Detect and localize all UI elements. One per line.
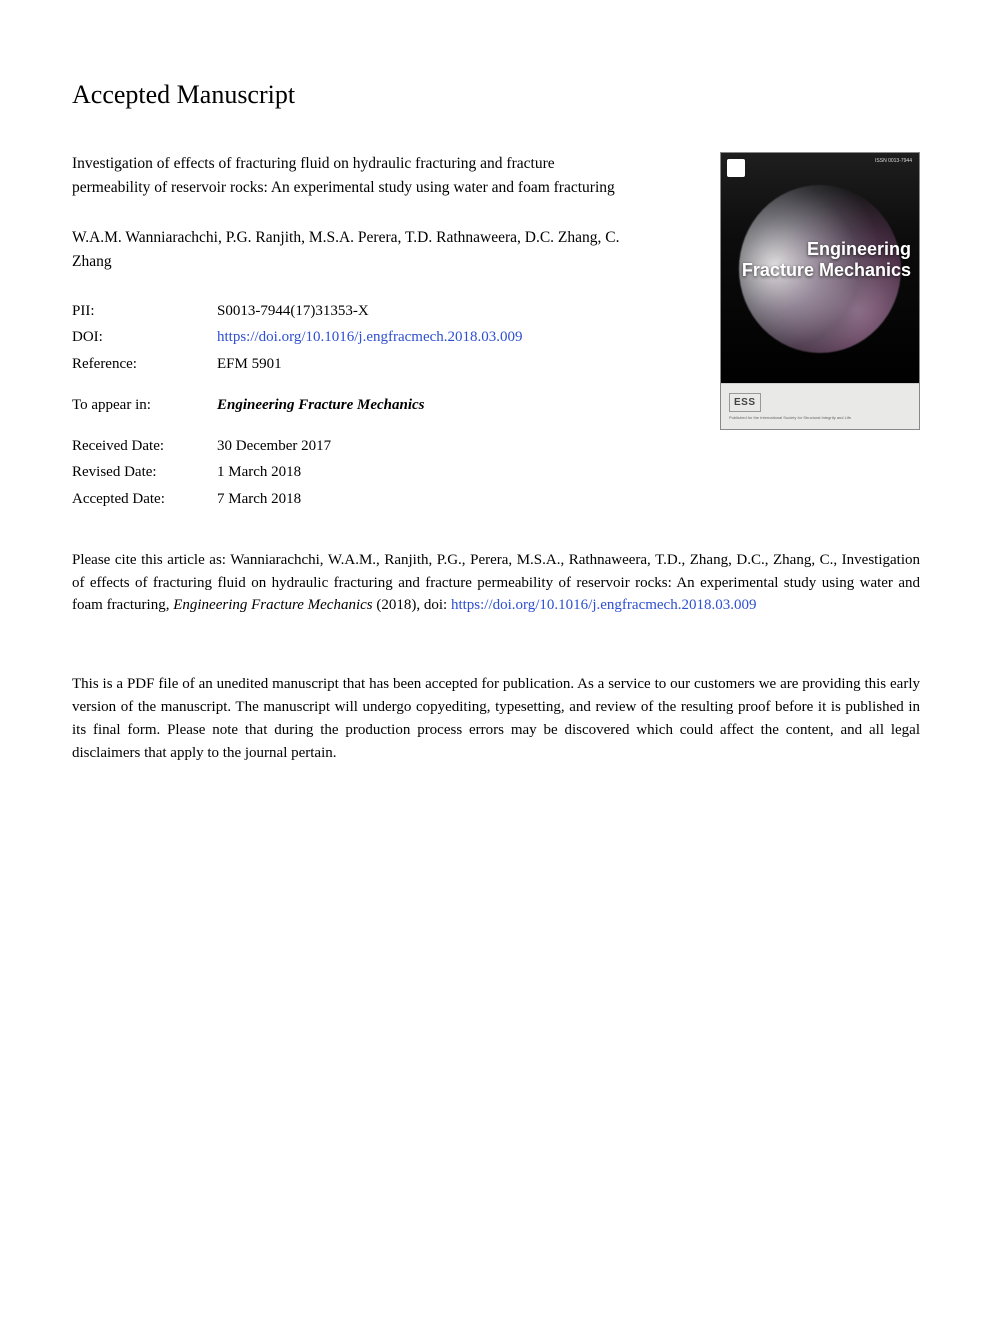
- citation-doi-link2[interactable]: doi.org/10.1016/j.engfracmech.2018.03.00…: [493, 597, 757, 613]
- doi-link[interactable]: https://doi.org/10.1016/j.engfracmech.20…: [217, 329, 523, 345]
- cover-issn: ISSN 0013-7944: [875, 158, 912, 166]
- revised-label: Revised Date:: [72, 461, 217, 484]
- citation-text: Please cite this article as: Wanniarachc…: [72, 549, 920, 617]
- revised-value: 1 March 2018: [217, 461, 692, 484]
- citation-doi-link1[interactable]: https://: [451, 597, 493, 613]
- cover-journal-title: Engineering Fracture Mechanics: [742, 239, 911, 280]
- dates-table: Received Date: 30 December 2017 Revised …: [72, 435, 692, 511]
- disclaimer-text: This is a PDF file of an unedited manusc…: [72, 673, 920, 764]
- received-label: Received Date:: [72, 435, 217, 458]
- meta-ids-table: PII: S0013-7944(17)31353-X DOI: https://…: [72, 300, 692, 376]
- citation-year: (2018), doi:: [373, 597, 451, 613]
- pii-value: S0013-7944(17)31353-X: [217, 300, 692, 323]
- appear-value: Engineering Fracture Mechanics: [217, 394, 692, 417]
- journal-cover: ISSN 0013-7944 Engineering Fracture Mech…: [720, 152, 920, 430]
- pii-label: PII:: [72, 300, 217, 323]
- publisher-logo-icon: [727, 159, 745, 177]
- cover-title-line2: Fracture Mechanics: [742, 260, 911, 281]
- accepted-value: 7 March 2018: [217, 488, 692, 511]
- page-heading: Accepted Manuscript: [72, 75, 920, 114]
- article-title: Investigation of effects of fracturing f…: [72, 152, 632, 200]
- doi-label: DOI:: [72, 326, 217, 349]
- appear-label: To appear in:: [72, 394, 217, 417]
- reference-value: EFM 5901: [217, 353, 692, 376]
- cover-top: ISSN 0013-7944 Engineering Fracture Mech…: [721, 153, 919, 383]
- meta-column: Investigation of effects of fracturing f…: [72, 152, 692, 511]
- cover-title-line1: Engineering: [742, 239, 911, 260]
- cover-fineprint: Published for the International Society …: [729, 415, 911, 421]
- top-row: Investigation of effects of fracturing f…: [72, 152, 920, 511]
- reference-label: Reference:: [72, 353, 217, 376]
- cover-bottom: ESS Published for the International Soci…: [721, 383, 919, 429]
- cover-ess-badge: ESS: [729, 393, 761, 412]
- authors: W.A.M. Wanniarachchi, P.G. Ranjith, M.S.…: [72, 226, 632, 274]
- citation-journal: Engineering Fracture Mechanics: [173, 597, 372, 613]
- received-value: 30 December 2017: [217, 435, 692, 458]
- accepted-label: Accepted Date:: [72, 488, 217, 511]
- doi-value: https://doi.org/10.1016/j.engfracmech.20…: [217, 326, 692, 349]
- appear-table: To appear in: Engineering Fracture Mecha…: [72, 394, 692, 417]
